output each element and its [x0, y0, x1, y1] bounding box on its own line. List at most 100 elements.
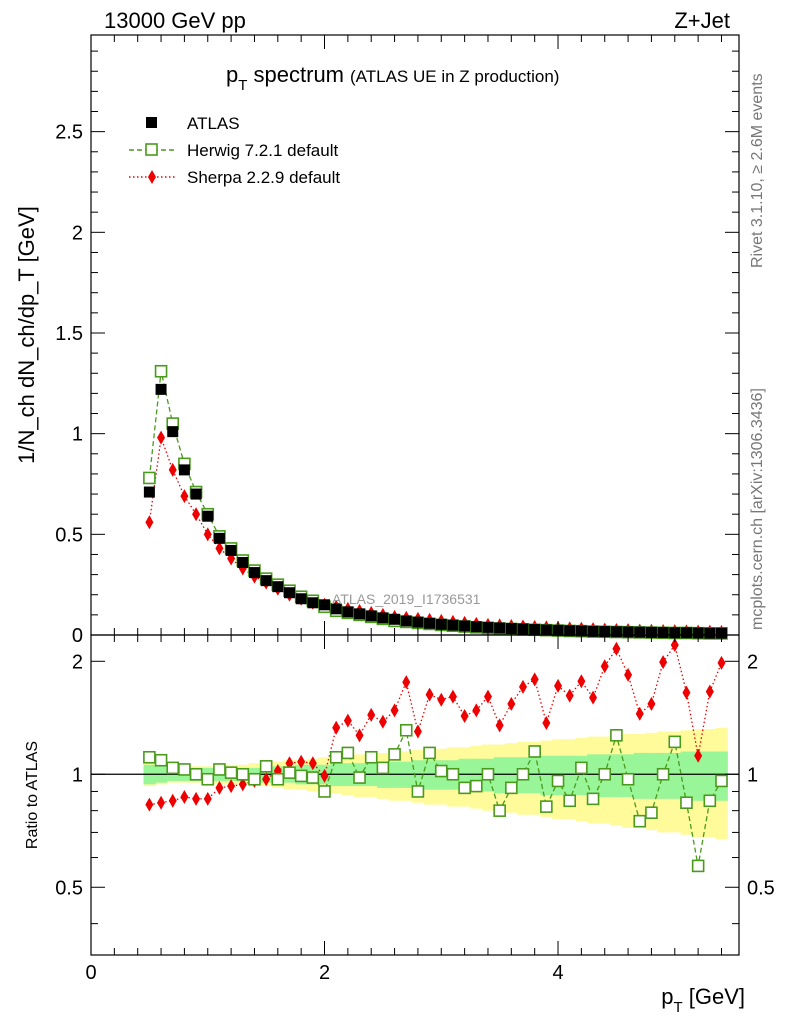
ratio-y-tick-label-right: 0.5 [747, 877, 775, 899]
main-atlas-point-4 [190, 488, 202, 500]
x-tick-label: 4 [552, 962, 563, 984]
ratio-sherpa-point-13 [297, 754, 306, 769]
ratio-herwig-point-35 [551, 774, 565, 788]
ratio-sherpa-point-37 [577, 674, 586, 689]
ratio-sherpa-point-28 [472, 703, 481, 718]
ratio-band-inner-30 [493, 757, 506, 794]
main-atlas-point-26 [447, 619, 459, 631]
ratio-herwig-point-43 [645, 806, 658, 820]
ratio-herwig-point-44 [656, 767, 670, 781]
ratio-y-axis-label: Ratio to ATLAS [24, 741, 41, 849]
ratio-sherpa-point-31 [507, 696, 516, 711]
main-atlas-point-21 [389, 613, 401, 625]
analysis-watermark: ATLAS_2019_I1736531 [332, 591, 481, 607]
ratio-herwig-point-28 [469, 779, 483, 793]
ratio-herwig-point-18 [353, 771, 366, 784]
ratio-band-inner-24 [423, 760, 436, 790]
ratio-herwig-point-1 [154, 753, 168, 767]
main-atlas-point-0 [143, 486, 155, 498]
ratio-herwig-point-23 [411, 785, 425, 798]
ratio-y-tick-label-right: 2 [747, 651, 758, 673]
ratio-herwig-point-21 [388, 748, 401, 761]
main-atlas-point-40 [610, 626, 622, 638]
main-atlas-point-14 [307, 597, 319, 609]
legend-sherpa-marker [148, 170, 156, 184]
main-atlas-point-16 [330, 603, 342, 615]
ratio-band-inner-34 [540, 755, 553, 796]
ratio-sherpa-point-45 [670, 638, 679, 653]
ratio-herwig-point-46 [680, 796, 693, 809]
ratio-sherpa-point-38 [589, 690, 598, 705]
ratio-herwig-point-11 [271, 772, 285, 786]
ratio-herwig-point-33 [528, 745, 541, 758]
ratio-sherpa-point-42 [635, 706, 644, 721]
main-y-tick-label: 1.5 [55, 323, 83, 345]
ratio-herwig-point-40 [610, 729, 623, 742]
ratio-herwig-point-36 [563, 794, 577, 808]
ratio-sherpa-point-39 [600, 659, 609, 674]
legend-entry-atlas: ATLAS [146, 114, 240, 133]
main-y-tick-label: 1 [72, 424, 83, 446]
source-reference-label: mcplots.cern.ch [arXiv:1306.3436] [749, 388, 766, 630]
ratio-herwig-point-14 [306, 771, 320, 784]
main-atlas-point-46 [680, 627, 692, 639]
ratio-band-inner-47 [692, 751, 705, 801]
main-atlas-point-24 [424, 617, 436, 629]
ratio-band-inner-46 [680, 751, 693, 801]
legend-atlas-marker [146, 117, 157, 128]
ratio-sherpa-point-22 [402, 675, 411, 690]
beam-label: 13000 GeV pp [104, 8, 246, 33]
main-y-tick-label: 2 [72, 222, 83, 244]
ratio-sherpa-point-46 [682, 685, 691, 700]
main-panel: 0 0.5 1 1.5 2 2.5 pT spectrum (ATLAS UE in Z p… [14, 34, 740, 647]
main-sherpa-point-6 [215, 541, 224, 556]
legend-sherpa-label: Sherpa 2.2.9 default [187, 168, 340, 187]
ratio-herwig-point-24 [423, 746, 436, 760]
main-atlas-point-27 [459, 620, 471, 632]
main-atlas-point-7 [225, 544, 237, 556]
ratio-sherpa-point-10 [262, 772, 271, 787]
main-atlas-point-36 [564, 625, 576, 637]
main-sherpa-point-5 [203, 527, 212, 542]
ratio-sherpa-point-17 [343, 713, 352, 728]
legend-herwig-label: Herwig 7.2.1 default [187, 141, 338, 160]
main-atlas-point-1 [155, 383, 167, 395]
ratio-herwig-point-45 [668, 735, 682, 749]
rivet-version-label: Rivet 3.1.10, ≥ 2.6M events [749, 73, 766, 268]
main-sherpa-point-2 [168, 462, 177, 477]
ratio-herwig-point-17 [341, 746, 355, 760]
ratio-sherpa-point-44 [659, 655, 668, 670]
ratio-herwig-point-29 [481, 767, 495, 781]
main-sherpa-point-4 [192, 507, 201, 522]
legend-herwig-marker [145, 143, 158, 156]
ratio-herwig-point-27 [458, 781, 471, 795]
ratio-sherpa-point-25 [437, 692, 446, 707]
ratio-sherpa-point-32 [519, 679, 527, 694]
ratio-herwig-point-26 [446, 767, 460, 781]
ratio-herwig-point-49 [715, 774, 728, 788]
ratio-sherpa-point-36 [565, 688, 574, 703]
main-sherpa-point-3 [180, 489, 189, 504]
ratio-sherpa-point-18 [355, 728, 364, 743]
ratio-herwig-point-22 [399, 723, 413, 737]
ratio-band-inner-40 [610, 754, 623, 797]
ratio-herwig-point-42 [633, 814, 647, 828]
ratio-herwig-point-5 [201, 772, 215, 786]
ratio-sherpa-point-14 [308, 756, 317, 771]
ratio-sherpa-point-20 [378, 714, 387, 729]
ratio-herwig-point-25 [434, 764, 448, 778]
main-atlas-point-22 [400, 615, 412, 627]
ratio-sherpa-point-0 [145, 797, 154, 812]
main-atlas-point-3 [178, 464, 190, 476]
main-atlas-point-15 [319, 599, 331, 611]
main-atlas-point-11 [272, 581, 284, 593]
ratio-y-tick-label: 0.5 [55, 877, 83, 899]
ratio-sherpa-point-40 [612, 641, 621, 656]
ratio-herwig-point-15 [318, 785, 331, 798]
ratio-plot-content [91, 638, 739, 873]
ratio-herwig-point-12 [283, 766, 296, 779]
ratio-sherpa-point-33 [530, 672, 539, 687]
main-atlas-point-12 [283, 587, 295, 599]
ratio-band-inner-48 [703, 751, 717, 801]
